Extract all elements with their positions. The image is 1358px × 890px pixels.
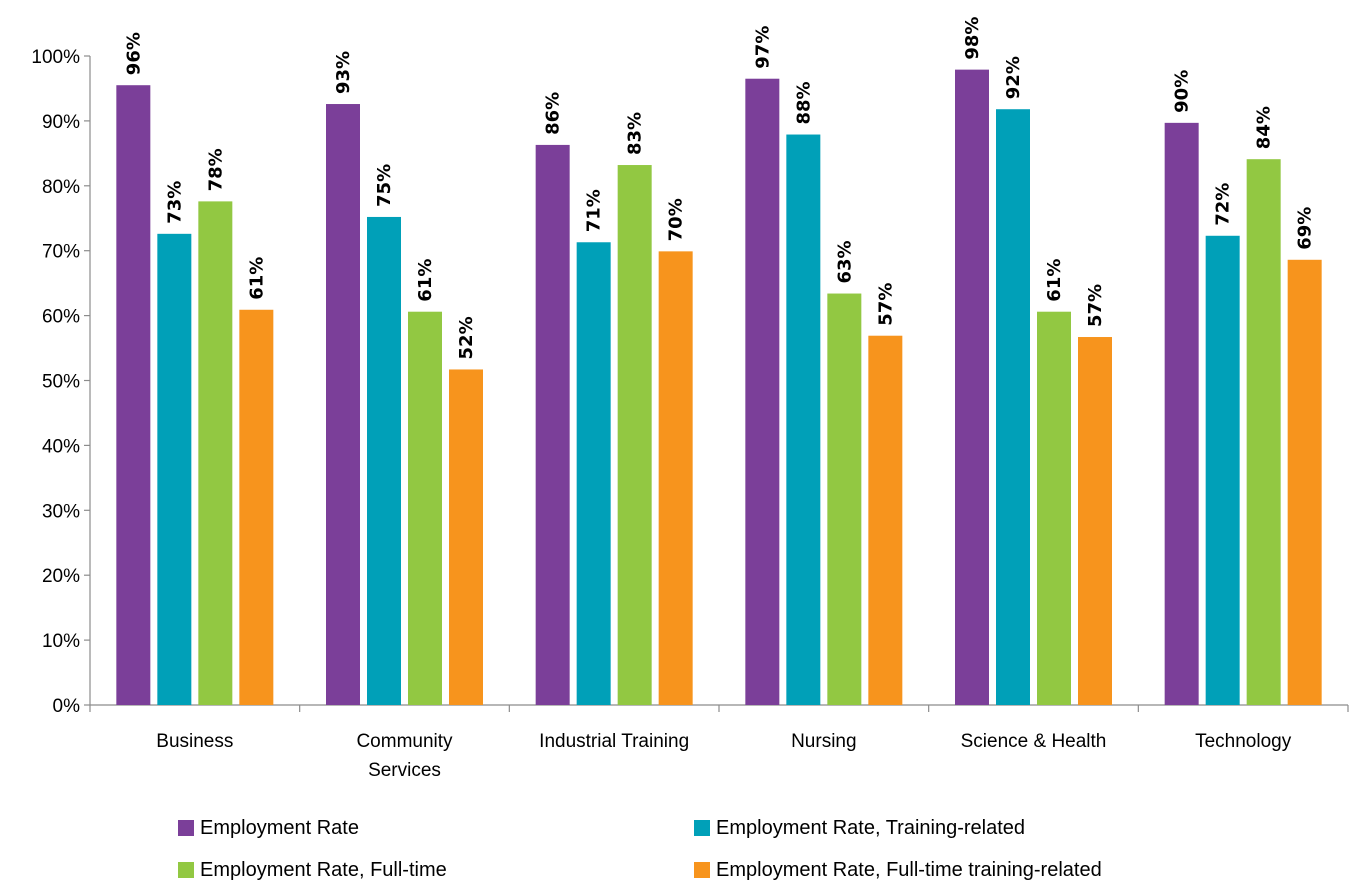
data-label: 70% — [666, 198, 687, 241]
data-label: 72% — [1213, 183, 1234, 226]
data-label: 97% — [752, 26, 773, 69]
bar — [1246, 159, 1281, 706]
bars-layer — [116, 69, 1322, 706]
bar — [408, 311, 442, 705]
bar — [535, 144, 570, 706]
bar — [658, 251, 693, 705]
y-tick-label: 0% — [53, 696, 81, 717]
bar — [198, 201, 233, 705]
data-label: 86% — [543, 92, 564, 135]
y-tick-label: 100% — [31, 47, 80, 68]
x-tick-label: Industrial Training — [539, 731, 689, 752]
bar — [1205, 235, 1240, 705]
y-tick-label: 90% — [42, 112, 80, 133]
y-tick-label: 80% — [42, 177, 80, 198]
bar — [367, 216, 401, 705]
data-label: 57% — [875, 283, 896, 326]
x-tick-label: Technology — [1195, 731, 1292, 752]
legend-label-employment-rate: Employment Rate — [200, 816, 359, 839]
legend-label-full-time-training-related: Employment Rate, Full-time training-rela… — [716, 858, 1102, 881]
legend-item-full-time: Employment Rate, Full-time — [178, 856, 447, 884]
data-label: 63% — [834, 240, 855, 283]
bar — [786, 134, 821, 706]
x-tick-label: Community Services — [356, 731, 453, 781]
y-tick-label: 70% — [42, 242, 80, 263]
bar — [449, 369, 483, 705]
data-label: 96% — [123, 32, 144, 75]
bar — [617, 165, 652, 706]
bar — [745, 78, 780, 706]
bar — [1037, 311, 1071, 705]
data-label: 78% — [205, 148, 226, 191]
legend-label-training-related: Employment Rate, Training-related — [716, 816, 1026, 839]
bar — [157, 233, 192, 706]
axes-layer: 0% 10% 20% 30% 40% 50% 60% 70% 80% 90% 100% Busines… — [31, 47, 1349, 781]
data-label: 61% — [415, 259, 436, 302]
bar — [827, 293, 862, 705]
legend-item-employment-rate: Employment Rate — [178, 814, 359, 842]
data-label: 90% — [1172, 70, 1193, 113]
bar — [1078, 337, 1112, 705]
legend-swatch-employment-rate — [178, 820, 194, 836]
y-tick-label: 30% — [42, 501, 80, 522]
data-label: 98% — [962, 17, 983, 60]
y-tick-label: 50% — [42, 372, 80, 393]
x-tick-label: Nursing — [791, 731, 856, 752]
data-label: 52% — [456, 316, 477, 359]
data-label: 61% — [246, 257, 267, 300]
legend-swatch-full-time-training-related — [694, 862, 710, 878]
legend: Employment Rate Employment Rate, Trainin… — [178, 814, 1278, 890]
bar — [576, 242, 611, 705]
y-tick-label: 20% — [42, 566, 80, 587]
data-label: 92% — [1003, 56, 1024, 99]
legend-item-training-related: Employment Rate, Training-related — [694, 814, 1025, 842]
data-label: 93% — [333, 51, 354, 94]
data-label: 84% — [1254, 106, 1275, 149]
data-label: 75% — [374, 164, 395, 207]
bar — [868, 335, 903, 705]
bar — [326, 104, 360, 705]
labels-layer: 96% 73% 78% 61% 93% 75% 61% 52% 86% 71% 83% 70% 97% 8… — [123, 17, 1315, 360]
y-tick-label: 60% — [42, 307, 80, 328]
bar — [116, 85, 151, 705]
data-label: 61% — [1044, 259, 1065, 302]
legend-label-full-time: Employment Rate, Full-time — [200, 858, 447, 881]
data-label: 73% — [164, 181, 185, 224]
legend-item-full-time-training-related: Employment Rate, Full-time training-rela… — [694, 856, 1102, 884]
y-tick-label: 40% — [42, 436, 80, 457]
x-tick-label: Science & Health — [961, 731, 1107, 752]
bar — [239, 309, 274, 705]
y-tick-label: 10% — [42, 631, 80, 652]
data-label: 88% — [793, 81, 814, 124]
legend-swatch-training-related — [694, 820, 710, 836]
bar — [955, 69, 989, 705]
bar — [1287, 259, 1322, 705]
x-tick-label: Business — [156, 731, 233, 752]
legend-swatch-full-time — [178, 862, 194, 878]
bar — [996, 109, 1030, 705]
bar — [1164, 122, 1199, 706]
data-label: 71% — [584, 189, 605, 232]
data-label: 69% — [1295, 207, 1316, 250]
data-label: 83% — [625, 112, 646, 155]
data-label: 57% — [1085, 284, 1106, 327]
